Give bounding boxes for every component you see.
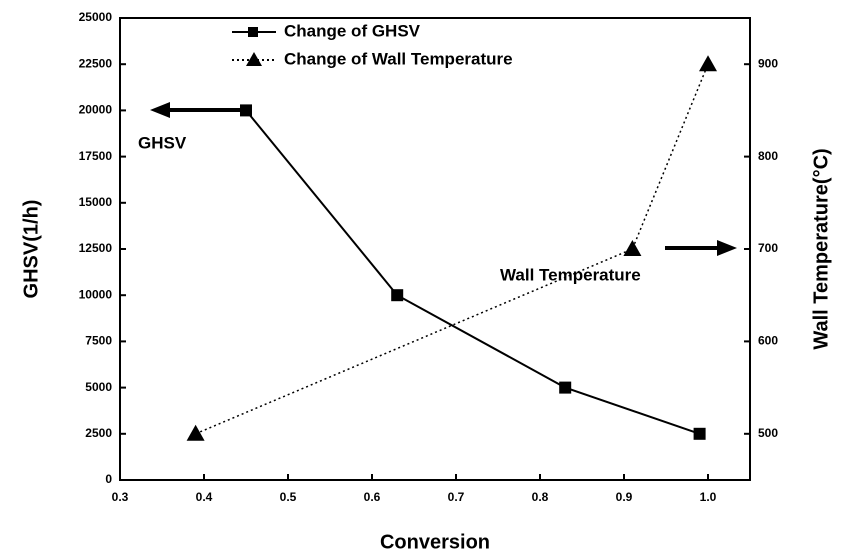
y-tick-label: 0: [105, 472, 112, 486]
legend-marker: [246, 52, 262, 66]
point: [623, 240, 642, 256]
point: [186, 424, 205, 441]
legend-marker: [248, 27, 258, 37]
y2-tick-label: 600: [758, 334, 778, 348]
x-tick-label: 0.3: [112, 490, 129, 504]
y2-tick-label: 800: [758, 149, 778, 163]
legend-label: Change of GHSV: [284, 21, 421, 40]
y2-tick-label: 700: [758, 241, 778, 255]
y-tick-label: 12500: [79, 241, 113, 255]
x-tick-label: 0.9: [616, 490, 633, 504]
series-line: [245, 109, 700, 435]
x-tick-label: 0.8: [532, 490, 549, 504]
y-tick-label: 2500: [85, 426, 112, 440]
y-tick-label: 22500: [79, 56, 113, 70]
x-axis-title: Conversion: [380, 531, 490, 553]
point: [240, 104, 252, 117]
annotation: GHSV: [138, 133, 187, 152]
point: [559, 381, 572, 394]
y2-axis-title: Wall Temperature(°C): [810, 148, 832, 349]
point: [699, 55, 717, 72]
y-tick-label: 25000: [79, 10, 113, 24]
annotation-arrow: [150, 102, 240, 118]
x-tick-label: 0.7: [448, 490, 465, 504]
y-tick-label: 5000: [85, 380, 112, 394]
y-tick-label: 7500: [85, 334, 112, 348]
point: [693, 427, 706, 440]
annotation: Wall Temperature: [500, 265, 641, 284]
x-tick-label: 1.0: [700, 490, 717, 504]
y-tick-label: 17500: [79, 149, 113, 163]
y-tick-label: 15000: [79, 195, 113, 209]
x-tick-label: 0.4: [196, 490, 213, 504]
plot-frame: [119, 17, 751, 481]
y-tick-label: 20000: [79, 103, 113, 117]
x-tick-label: 0.5: [280, 490, 297, 504]
y-axis-title: GHSV(1/h): [20, 200, 42, 299]
point: [391, 289, 404, 302]
y2-tick-label: 500: [758, 426, 778, 440]
x-tick-label: 0.6: [364, 490, 381, 504]
annotation-arrow: [665, 240, 737, 256]
legend-label: Change of Wall Temperature: [284, 49, 513, 68]
y2-tick-label: 900: [758, 56, 778, 70]
y-tick-label: 10000: [79, 287, 113, 301]
